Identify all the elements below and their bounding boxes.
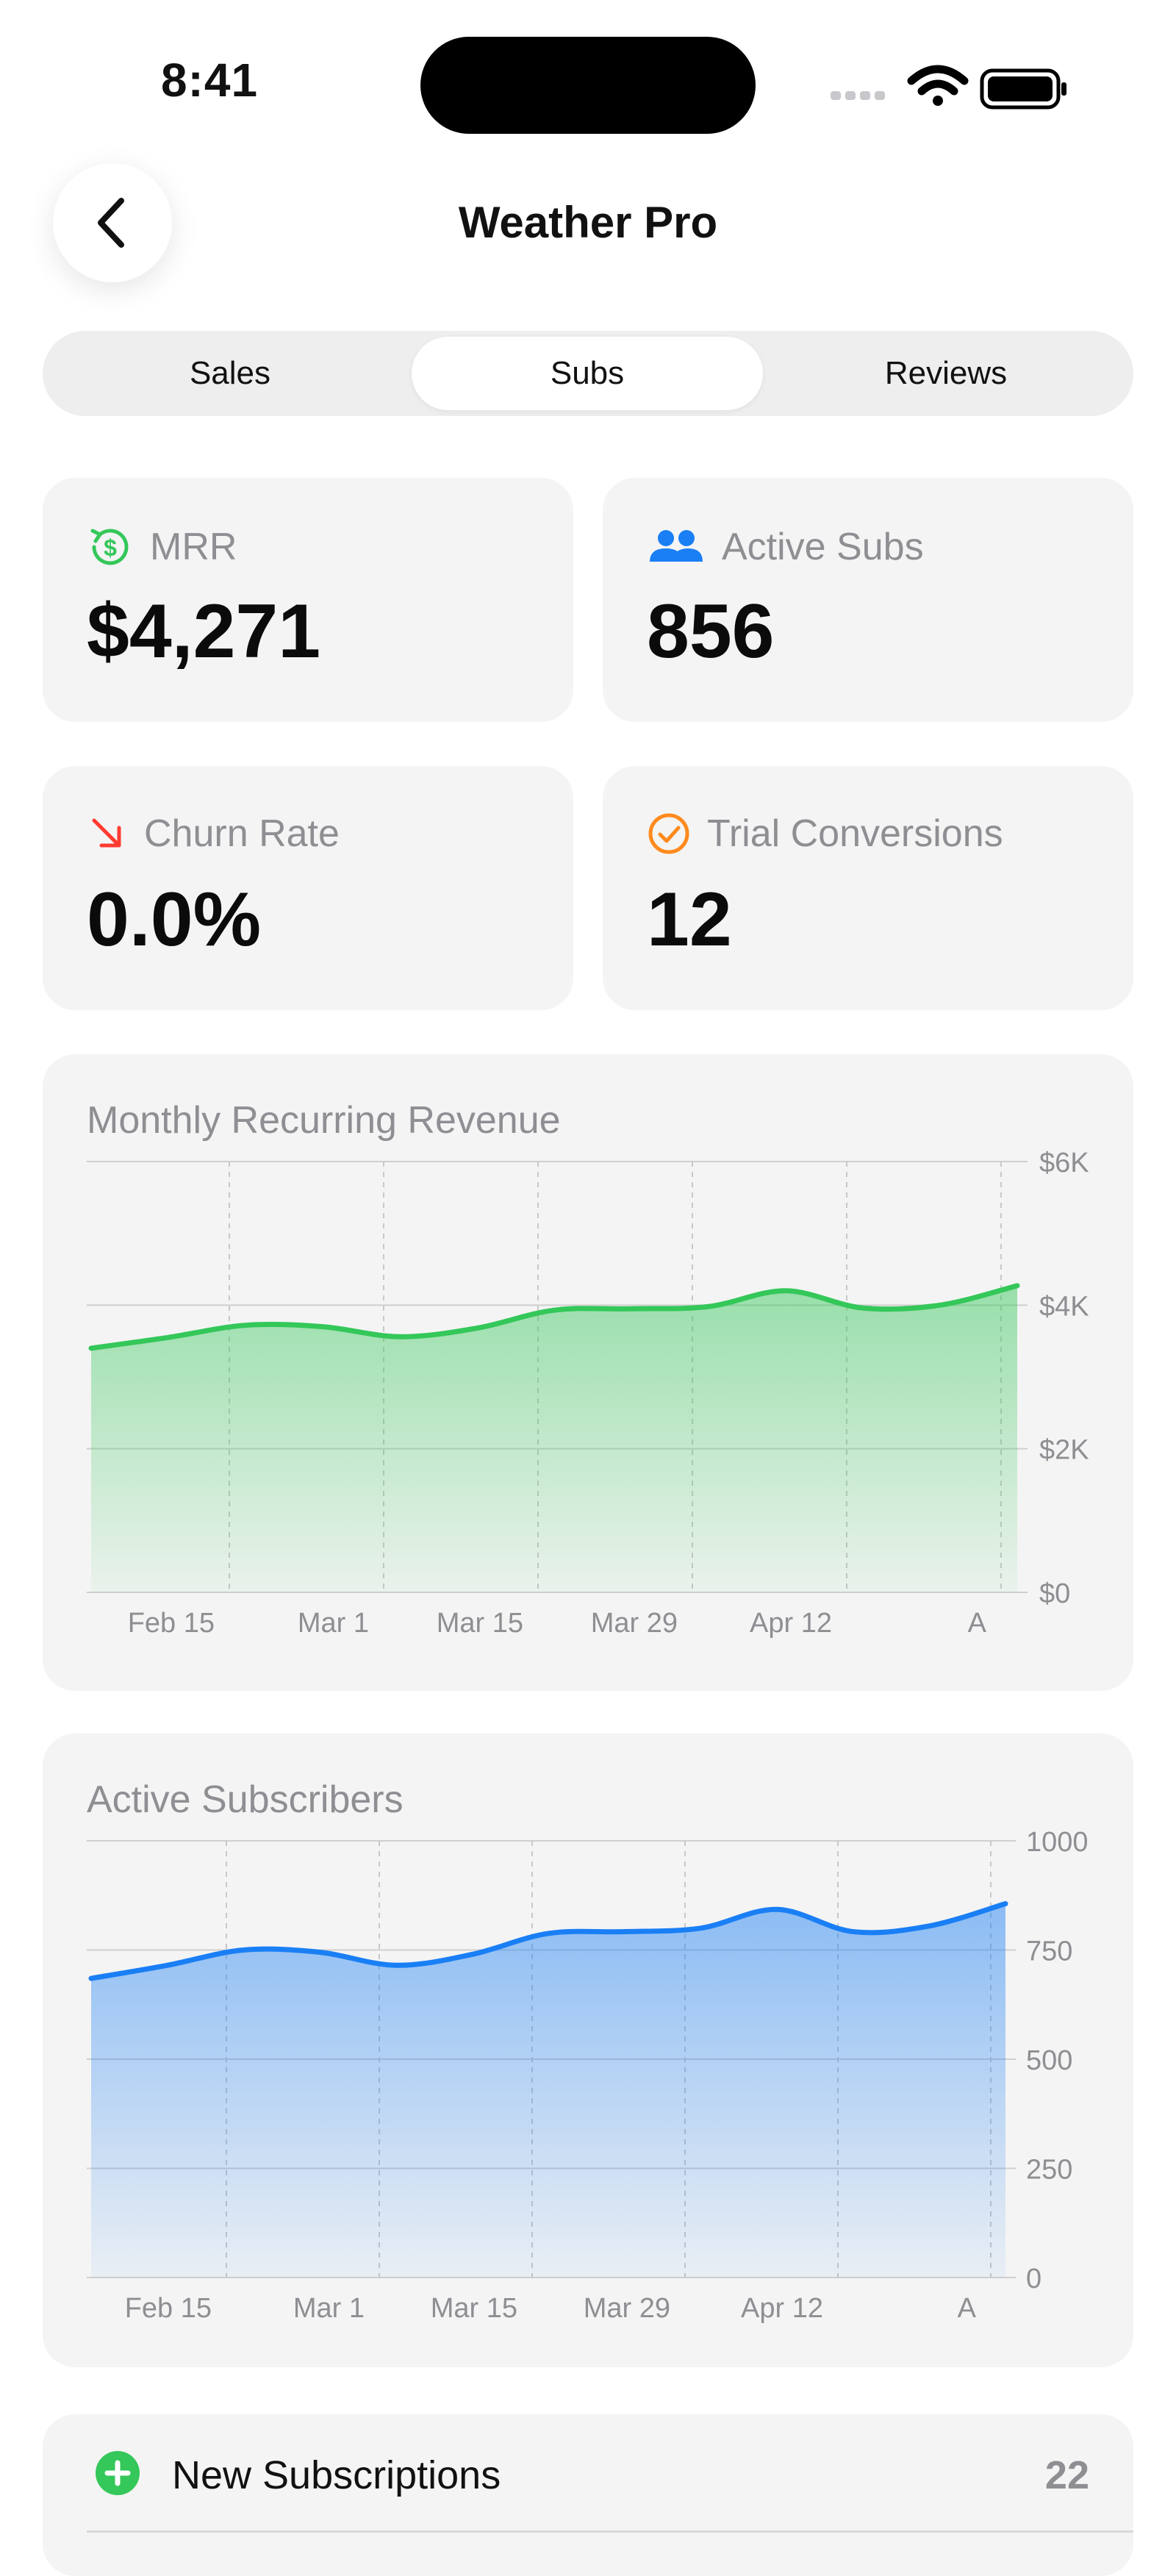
y-tick-label: 500 <box>1026 2045 1072 2076</box>
subscribers-chart: 1000 750 500 250 0 Feb 15 Mar 1 Mar 15 Mar 29 Apr… <box>87 1827 1089 2324</box>
plus-circle-icon <box>96 2451 140 2495</box>
stat-label: Churn Rate <box>144 812 340 855</box>
svg-text:$: $ <box>104 534 117 561</box>
arrow-down-right-icon <box>92 818 121 848</box>
stat-card-trial-conversions: Trial Conversions 12 <box>603 766 1133 1010</box>
chart-title: Active Subscribers <box>87 1778 404 1821</box>
stat-card-active-subs: Active Subs 856 <box>603 478 1133 722</box>
stat-card-churn: Churn Rate 0.0% <box>43 766 573 1010</box>
list-item-new-subscriptions[interactable]: New Subscriptions 22 <box>43 2414 1133 2532</box>
series-area <box>91 1903 1005 2278</box>
tab-reviews[interactable]: Reviews <box>770 337 1122 410</box>
stat-value: $4,271 <box>87 589 321 674</box>
mrr-chart-card: Monthly Recurring Revenue $6K $4K $2K $0 Feb… <box>43 1054 1133 1691</box>
tab-subs[interactable]: Subs <box>412 337 763 410</box>
segmented-control: Sales Subs Reviews <box>43 331 1133 416</box>
metrics-list: New Subscriptions 22 <box>43 2414 1133 2576</box>
stat-card-mrr: $ MRR $4,271 <box>43 478 573 722</box>
wifi-icon <box>907 65 969 106</box>
series-line <box>88 1283 1020 1351</box>
y-tick-label: $0 <box>1039 1578 1070 1609</box>
cellular-signal-icon <box>831 91 885 100</box>
dollar-refresh-icon: $ <box>90 529 129 565</box>
y-tick-label: 1000 <box>1026 1827 1089 1858</box>
x-tick-label: A <box>968 1608 987 1639</box>
x-tick-label: Apr 12 <box>750 1608 832 1639</box>
y-tick-label: $6K <box>1039 1148 1089 1178</box>
x-tick-label: Feb 15 <box>125 2293 212 2324</box>
stat-value: 856 <box>647 589 775 674</box>
x-tick-label: Mar 29 <box>591 1608 678 1639</box>
tab-label: Reviews <box>884 355 1008 391</box>
back-button[interactable] <box>53 163 172 282</box>
tab-label: Subs <box>550 355 625 391</box>
people-icon <box>650 530 703 562</box>
mrr-chart: $6K $4K $2K $0 Feb 15 Mar 1 Mar 15 Mar 29 Apr 12… <box>87 1148 1089 1639</box>
x-tick-label: Mar 15 <box>437 1608 523 1639</box>
x-tick-label: Mar 15 <box>431 2293 517 2324</box>
x-tick-label: Apr 12 <box>741 2293 823 2324</box>
page-title: Weather Pro <box>458 198 718 247</box>
subscribers-chart-card: Active Subscribers 1000 750 500 250 0 Feb 15 M… <box>43 1734 1133 2367</box>
list-item-value: 22 <box>1044 2453 1089 2497</box>
stat-label-row: Churn Rate <box>87 812 340 856</box>
status-icons <box>831 62 1073 113</box>
series-area <box>91 1285 1017 1592</box>
x-tick-label: A <box>958 2293 977 2324</box>
stat-label-row: Trial Conversions <box>647 812 1003 856</box>
x-tick-label: Feb 15 <box>128 1608 215 1639</box>
y-tick-label: $4K <box>1039 1291 1089 1322</box>
stat-value: 0.0% <box>87 877 262 962</box>
y-tick-label: 750 <box>1026 1936 1072 1967</box>
stat-label: MRR <box>150 526 237 568</box>
y-tick-label: 250 <box>1026 2155 1072 2186</box>
x-tick-label: Mar 29 <box>584 2293 670 2324</box>
dynamic-island <box>420 37 756 134</box>
x-tick-label: Mar 1 <box>298 1608 369 1639</box>
stat-label: Active Subs <box>722 526 924 568</box>
y-tick-label: $2K <box>1039 1435 1089 1466</box>
status-time: 8:41 <box>160 54 259 107</box>
x-tick-label: Mar 1 <box>293 2293 365 2324</box>
checkmark-circle-icon <box>648 813 689 854</box>
battery-icon <box>980 68 1066 110</box>
chart-title: Monthly Recurring Revenue <box>87 1099 561 1142</box>
list-item-label: New Subscriptions <box>172 2453 501 2497</box>
stat-label: Trial Conversions <box>707 812 1003 855</box>
series-line <box>88 1901 1008 1981</box>
stat-label-row: $ MRR <box>87 523 237 570</box>
stat-label-row: Active Subs <box>647 523 924 570</box>
tab-label: Sales <box>189 355 271 391</box>
tab-sales[interactable]: Sales <box>54 337 406 410</box>
chevron-left-icon <box>98 198 124 248</box>
y-tick-label: 0 <box>1026 2264 1041 2294</box>
stat-value: 12 <box>647 877 732 962</box>
row-divider <box>87 2530 1133 2533</box>
